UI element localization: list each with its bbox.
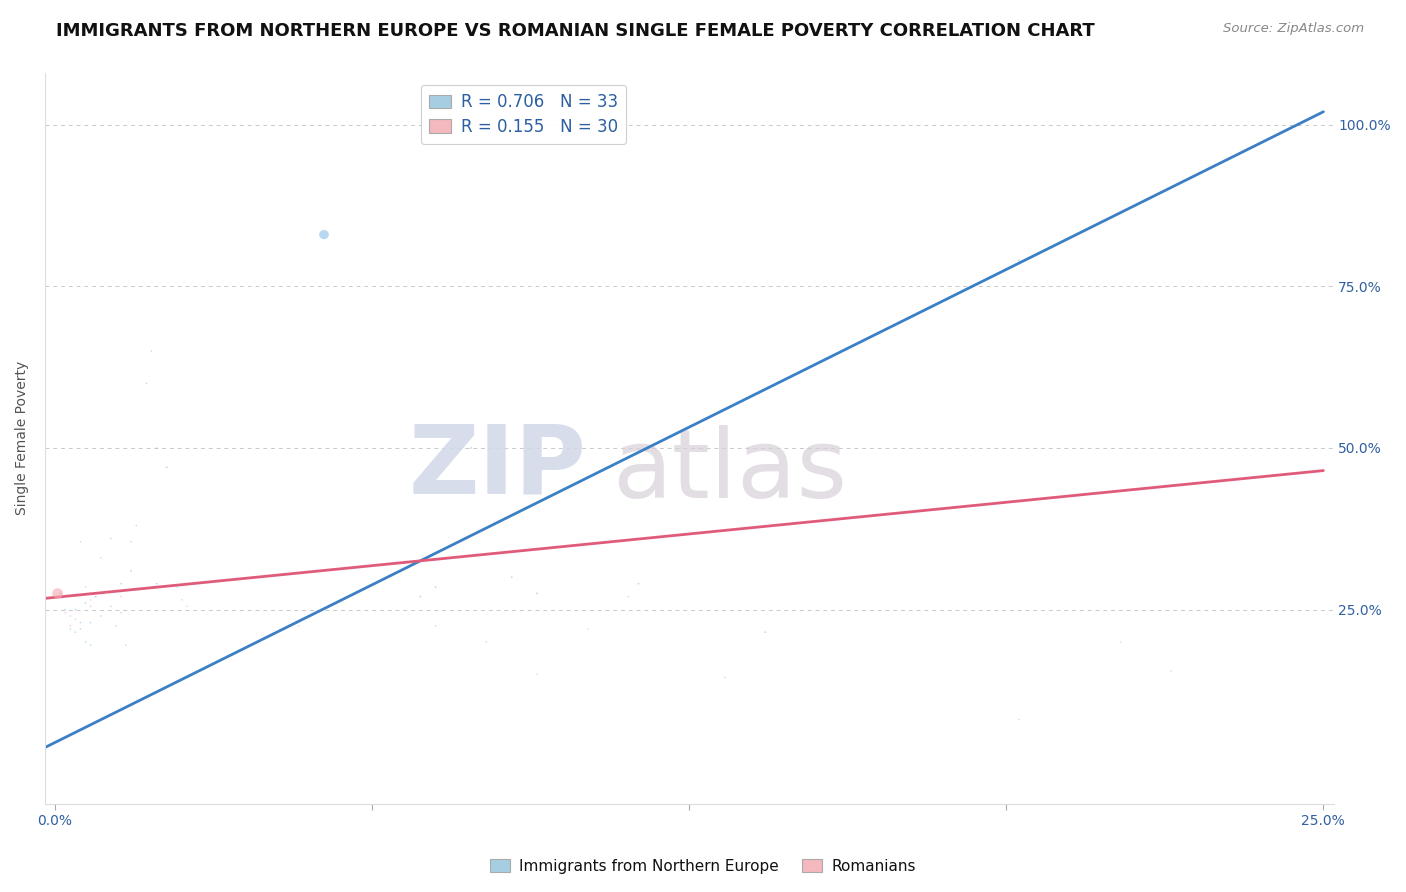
Ellipse shape xyxy=(75,609,76,610)
Ellipse shape xyxy=(146,383,148,384)
Ellipse shape xyxy=(100,615,101,616)
Ellipse shape xyxy=(181,599,183,600)
Ellipse shape xyxy=(75,618,76,620)
Ellipse shape xyxy=(627,596,628,598)
Ellipse shape xyxy=(586,628,589,630)
Text: Source: ZipAtlas.com: Source: ZipAtlas.com xyxy=(1223,22,1364,36)
Ellipse shape xyxy=(75,632,76,633)
Ellipse shape xyxy=(110,538,111,540)
Ellipse shape xyxy=(94,596,97,598)
Ellipse shape xyxy=(121,612,122,614)
Ellipse shape xyxy=(80,628,82,630)
Ellipse shape xyxy=(69,625,72,626)
Text: IMMIGRANTS FROM NORTHERN EUROPE VS ROMANIAN SINGLE FEMALE POVERTY CORRELATION CH: IMMIGRANTS FROM NORTHERN EUROPE VS ROMAN… xyxy=(56,22,1095,40)
Ellipse shape xyxy=(176,586,177,588)
Ellipse shape xyxy=(166,467,167,468)
Ellipse shape xyxy=(536,592,538,594)
Legend: Immigrants from Northern Europe, Romanians: Immigrants from Northern Europe, Romania… xyxy=(484,853,922,880)
Ellipse shape xyxy=(765,632,766,633)
Y-axis label: Single Female Poverty: Single Female Poverty xyxy=(15,361,30,516)
Ellipse shape xyxy=(80,622,82,624)
Ellipse shape xyxy=(121,583,122,584)
Ellipse shape xyxy=(52,589,63,599)
Ellipse shape xyxy=(1018,260,1019,261)
Ellipse shape xyxy=(59,592,62,594)
Ellipse shape xyxy=(121,596,122,598)
Ellipse shape xyxy=(65,612,66,614)
Ellipse shape xyxy=(510,576,513,578)
Ellipse shape xyxy=(80,541,82,542)
Ellipse shape xyxy=(419,596,422,598)
Ellipse shape xyxy=(131,541,132,542)
Ellipse shape xyxy=(298,625,299,626)
Ellipse shape xyxy=(65,608,66,610)
Ellipse shape xyxy=(1170,670,1173,672)
Ellipse shape xyxy=(105,592,107,594)
Ellipse shape xyxy=(115,625,117,626)
Ellipse shape xyxy=(485,641,486,642)
Ellipse shape xyxy=(131,570,132,572)
Ellipse shape xyxy=(536,673,538,675)
Ellipse shape xyxy=(319,230,329,239)
Ellipse shape xyxy=(1018,719,1019,720)
Ellipse shape xyxy=(84,641,86,642)
Ellipse shape xyxy=(135,524,138,526)
Ellipse shape xyxy=(90,606,91,607)
Ellipse shape xyxy=(1119,641,1121,642)
Ellipse shape xyxy=(637,582,640,584)
Ellipse shape xyxy=(84,586,86,588)
Ellipse shape xyxy=(470,447,472,449)
Ellipse shape xyxy=(84,602,86,604)
Ellipse shape xyxy=(94,596,97,598)
Legend: R = 0.706   N = 33, R = 0.155   N = 30: R = 0.706 N = 33, R = 0.155 N = 30 xyxy=(420,85,626,145)
Ellipse shape xyxy=(105,592,107,594)
Ellipse shape xyxy=(90,622,91,624)
Ellipse shape xyxy=(125,644,127,646)
Ellipse shape xyxy=(110,606,111,607)
Text: atlas: atlas xyxy=(612,425,846,517)
Ellipse shape xyxy=(90,599,91,600)
Ellipse shape xyxy=(90,644,91,646)
Ellipse shape xyxy=(434,625,436,626)
Ellipse shape xyxy=(156,447,157,449)
Text: ZIP: ZIP xyxy=(408,421,586,514)
Ellipse shape xyxy=(186,606,188,607)
Ellipse shape xyxy=(724,677,725,678)
Ellipse shape xyxy=(69,628,72,630)
Ellipse shape xyxy=(69,615,72,616)
Ellipse shape xyxy=(156,582,157,584)
Ellipse shape xyxy=(434,586,436,588)
